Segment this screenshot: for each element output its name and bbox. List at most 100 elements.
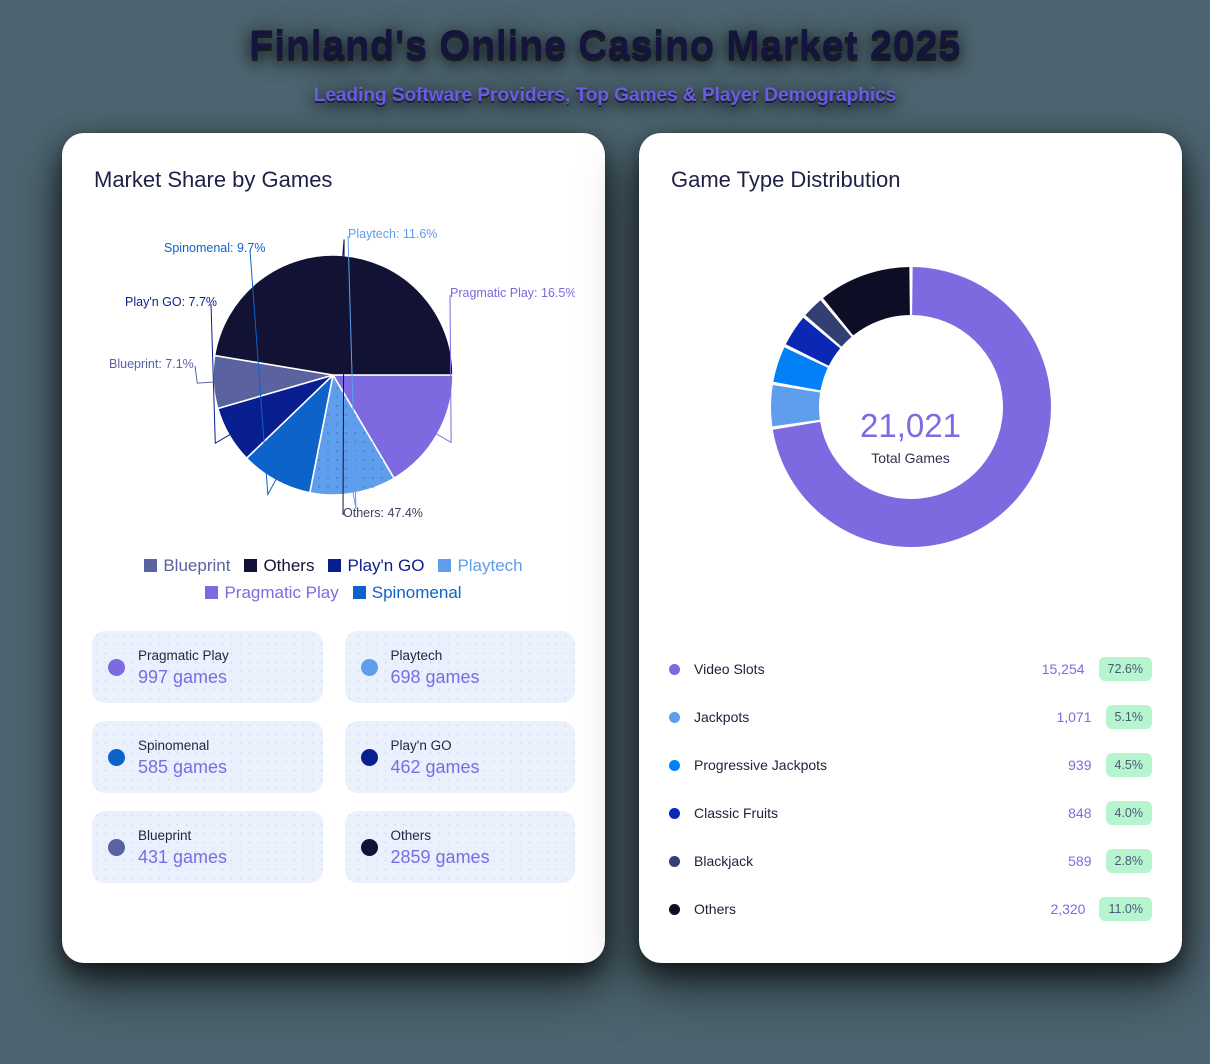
game-type-count: 939 (1068, 757, 1092, 774)
game-type-row[interactable]: Others 2,320 11.0% (669, 885, 1152, 933)
pie-slice-label: Pragmatic Play: 16.5% (450, 286, 575, 301)
pie-slice-label: Play'n GO: 7.7% (125, 295, 218, 310)
pie-slices (212, 254, 454, 496)
provider-color-dot (360, 658, 378, 676)
pie-leader-line (194, 366, 216, 384)
game-type-percent-badge: 11.0% (1099, 897, 1152, 922)
game-type-color-dot (669, 807, 680, 819)
provider-name: Spinomenal (138, 738, 210, 754)
donut-slice (772, 267, 1051, 548)
provider-color-dot (108, 838, 125, 856)
donut-total-value: 21,021 (860, 407, 961, 445)
game-type-color-dot (669, 663, 680, 675)
game-type-percent-badge: 5.1% (1105, 705, 1152, 730)
pie-leader-line (347, 236, 357, 510)
pie-leader-line (435, 295, 452, 444)
legend-swatch (205, 586, 219, 600)
donut-total-caption: Total Games (871, 450, 950, 467)
provider-card[interactable]: Others 2859 games (344, 811, 575, 884)
game-type-label: Progressive Jackpots (694, 757, 828, 774)
provider-game-count: 431 games (138, 846, 228, 867)
donut-slice (772, 347, 828, 391)
game-type-percent-badge: 72.6% (1098, 657, 1152, 682)
provider-name: Blueprint (138, 828, 192, 844)
provider-game-count: 585 games (138, 756, 228, 777)
legend-item[interactable]: Spinomenal (352, 580, 462, 606)
donut-slice (822, 267, 910, 336)
game-type-percent-badge: 4.0% (1105, 801, 1152, 826)
game-type-donut-chart: 21,021 Total Games (669, 209, 1152, 639)
game-type-label: Blackjack (694, 853, 754, 870)
pie-slice-label: Others: 47.4% (343, 506, 423, 521)
game-type-label: Video Slots (694, 661, 765, 678)
game-type-color-dot (669, 711, 680, 723)
legend-swatch (352, 586, 366, 600)
page-subtitle: Leading Software Providers, Top Games & … (313, 85, 897, 107)
legend-item-label: Others (263, 556, 315, 576)
donut-slices (770, 267, 1051, 548)
donut-slice (770, 385, 820, 427)
pie-slice-texture (309, 375, 395, 496)
game-type-count: 2,320 (1050, 901, 1086, 918)
legend-item[interactable]: Others (244, 553, 314, 579)
donut-center-label: 21,021 Total Games (801, 407, 1021, 467)
legend-item-label: Blueprint (163, 556, 231, 576)
pie-leader-lines (194, 236, 452, 516)
provider-card[interactable]: Spinomenal 585 games (92, 721, 323, 794)
game-type-count: 1,071 (1056, 709, 1092, 726)
legend-item[interactable]: Blueprint (144, 553, 230, 579)
game-type-color-dot (669, 903, 680, 915)
legend-item[interactable]: Pragmatic Play (205, 580, 339, 606)
provider-color-dot (108, 658, 125, 676)
legend-item-label: Play'n GO (347, 556, 425, 576)
pie-slice-label: Playtech: 11.6% (348, 227, 438, 242)
provider-card[interactable]: Pragmatic Play 997 games (92, 631, 323, 704)
game-type-percent-badge: 2.8% (1105, 849, 1152, 874)
provider-name: Play'n GO (390, 738, 452, 754)
provider-name: Pragmatic Play (138, 648, 229, 664)
provider-color-dot (108, 748, 125, 766)
provider-card-grid: Pragmatic Play 997 games Playtech 698 games… (92, 631, 575, 884)
legend-swatch (328, 559, 342, 573)
pie-slice-label: Spinomenal: 9.7% (164, 241, 266, 256)
game-type-label: Others (694, 901, 737, 918)
legend-item-label: Playtech (457, 556, 523, 576)
game-type-count: 848 (1068, 805, 1092, 822)
donut-svg (770, 267, 1051, 548)
provider-game-count: 2859 games (390, 846, 490, 867)
pie-slice-label: Blueprint: 7.1% (109, 357, 194, 372)
provider-game-count: 997 games (138, 666, 228, 687)
game-type-color-dot (669, 855, 680, 867)
game-type-title: Game Type Distribution (671, 167, 901, 193)
provider-color-dot (360, 748, 378, 766)
provider-card[interactable]: Playtech 698 games (344, 631, 575, 704)
provider-card[interactable]: Play'n GO 462 games (344, 721, 575, 794)
game-type-row[interactable]: Classic Fruits 848 4.0% (669, 789, 1152, 837)
provider-game-count: 698 games (390, 666, 480, 687)
panel-container: Market Share by Games Pragmatic Play: 16… (0, 107, 1210, 964)
game-type-label: Classic Fruits (694, 805, 779, 822)
legend-item-label: Spinomenal (371, 583, 462, 603)
donut-slice (785, 317, 840, 366)
page-title: Finland's Online Casino Market 2025 (249, 23, 961, 67)
market-share-panel: Market Share by Games Pragmatic Play: 16… (62, 133, 605, 964)
legend-item-label: Pragmatic Play (224, 583, 339, 603)
donut-slice (804, 300, 852, 347)
legend-item[interactable]: Play'n GO (328, 553, 424, 579)
game-type-panel: Game Type Distribution 21,021 Total Game… (639, 133, 1182, 964)
game-type-list: Video Slots 15,254 72.6% Jackpots 1,071 5.1% P… (669, 645, 1152, 933)
legend-swatch (144, 559, 158, 573)
legend-swatch (438, 559, 452, 573)
game-type-row[interactable]: Blackjack 589 2.8% (669, 837, 1152, 885)
game-type-row[interactable]: Jackpots 1,071 5.1% (669, 693, 1152, 741)
game-type-count: 589 (1068, 853, 1092, 870)
legend-item[interactable]: Playtech (438, 553, 523, 579)
game-type-row[interactable]: Video Slots 15,254 72.6% (669, 645, 1152, 693)
game-type-count: 15,254 (1041, 661, 1085, 678)
game-type-row[interactable]: Progressive Jackpots 939 4.5% (669, 741, 1152, 789)
provider-card[interactable]: Blueprint 431 games (92, 811, 323, 884)
market-share-title: Market Share by Games (94, 167, 333, 193)
pie-slice (213, 254, 454, 376)
dashboard-header: Finland's Online Casino Market 2025 Lead… (0, 0, 1210, 107)
legend-swatch (244, 559, 258, 573)
